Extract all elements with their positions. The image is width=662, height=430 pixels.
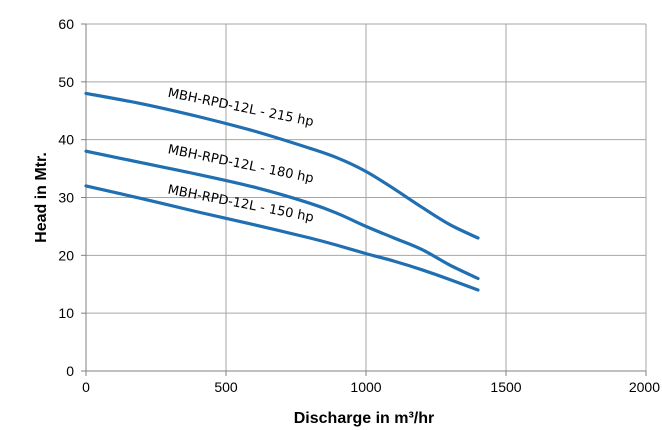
y-tick-label: 20 bbox=[58, 247, 74, 263]
series-line bbox=[84, 91, 480, 240]
series-lines bbox=[84, 91, 480, 292]
x-tick-label: 0 bbox=[82, 379, 90, 395]
series-line bbox=[84, 149, 480, 281]
axes bbox=[81, 23, 647, 376]
y-axis-title: Head in Mtr. bbox=[33, 152, 50, 243]
grid bbox=[85, 23, 647, 372]
series-label: MBH-RPD-12L - 215 hp bbox=[167, 86, 315, 130]
y-tick-label: 10 bbox=[58, 305, 74, 321]
x-axis-title: Discharge in m³/hr bbox=[294, 410, 434, 427]
series-line bbox=[84, 184, 480, 292]
x-tick-label: 1500 bbox=[490, 379, 521, 395]
series-labels: MBH-RPD-12L - 215 hp MBH-RPD-12L - 180 hp… bbox=[166, 86, 314, 226]
series-label: MBH-RPD-12L - 180 hp bbox=[167, 142, 315, 186]
y-tick-label: 30 bbox=[58, 190, 74, 206]
x-tick-label: 2000 bbox=[629, 379, 660, 395]
y-tick-label: 0 bbox=[66, 363, 74, 379]
x-tick-label: 1000 bbox=[350, 379, 381, 395]
x-tick-label: 500 bbox=[214, 379, 238, 395]
y-tick-label: 60 bbox=[58, 16, 74, 32]
tick-labels: 0 10 20 30 40 50 60 0 500 1000 1500 2000 bbox=[58, 16, 660, 395]
series-label: MBH-RPD-12L - 150 hp bbox=[166, 183, 314, 226]
y-tick-label: 40 bbox=[58, 132, 74, 148]
y-tick-label: 50 bbox=[58, 74, 74, 90]
